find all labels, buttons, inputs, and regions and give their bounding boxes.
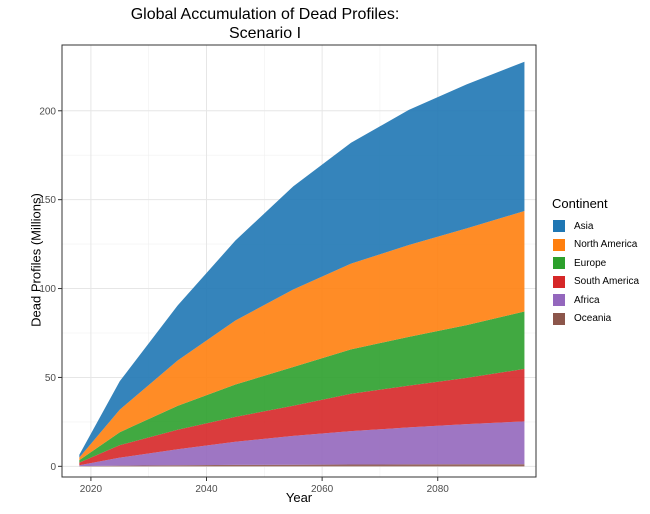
- legend-label: Oceania: [574, 313, 612, 325]
- y-tick-label: 50: [45, 373, 57, 384]
- legend-label: Asia: [574, 220, 594, 232]
- legend-item-north-america: North America: [552, 236, 639, 255]
- legend-label: North America: [574, 239, 638, 251]
- legend-items: Asia North America Europe South America Afri…: [552, 217, 639, 328]
- legend-item-europe: Europe: [552, 254, 639, 273]
- y-tick-label: 200: [39, 106, 56, 117]
- area-africa: [79, 421, 525, 467]
- area-asia: [79, 61, 525, 458]
- legend-swatch: [552, 293, 566, 308]
- x-tick-label: 2080: [427, 484, 450, 495]
- legend-swatch: [552, 311, 566, 326]
- legend: Continent Asia North America Europe South A…: [552, 196, 639, 328]
- y-tick-label: 0: [50, 462, 56, 473]
- y-tick-label: 150: [39, 195, 56, 206]
- area-oceania: [79, 464, 525, 467]
- legend-label: South America: [574, 276, 640, 288]
- legend-item-asia: Asia: [552, 217, 639, 236]
- legend-item-africa: Africa: [552, 291, 639, 310]
- legend-label: Africa: [574, 294, 600, 306]
- x-tick-label: 2020: [80, 484, 103, 495]
- legend-title: Continent: [552, 196, 608, 211]
- legend-label: Europe: [574, 257, 607, 269]
- x-axis-title: Year: [285, 490, 313, 505]
- area-north-america: [79, 211, 525, 461]
- chart-title-line-2: Scenario I: [228, 25, 302, 42]
- area-south-america: [79, 368, 525, 466]
- legend-swatch: [552, 237, 566, 252]
- chart-title-line-1: Global Accumulation of Dead Profiles:: [130, 6, 400, 23]
- legend-item-south-america: South America: [552, 273, 639, 292]
- legend-swatch: [552, 274, 566, 289]
- legend-item-oceania: Oceania: [552, 310, 639, 329]
- y-tick-label: 100: [39, 284, 56, 295]
- legend-swatch: [552, 219, 566, 234]
- area-europe: [79, 311, 525, 463]
- panel-border: [61, 44, 537, 478]
- x-tick-label: 2060: [311, 484, 334, 495]
- y-axis-title: Dead Profiles (Millions): [28, 193, 44, 327]
- legend-swatch: [552, 256, 566, 271]
- x-tick-label: 2040: [195, 484, 218, 495]
